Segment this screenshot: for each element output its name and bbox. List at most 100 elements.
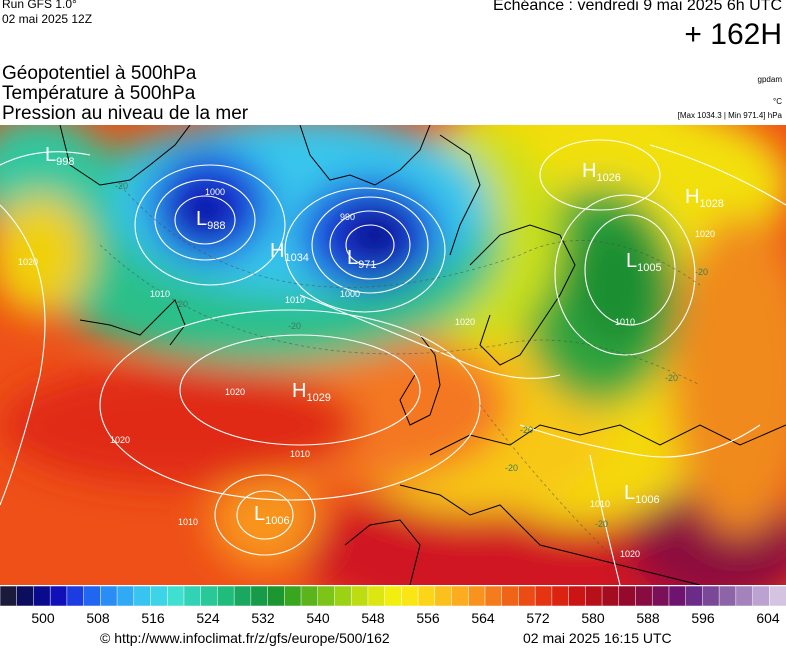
- isobar-northwest: [0, 151, 91, 166]
- legend-swatch: [317, 586, 336, 606]
- isobar-label: 990: [340, 212, 355, 222]
- legend-swatch: [350, 586, 369, 606]
- forecast-time: Echéance : vendredi 9 mai 2025 6h UTC: [492, 0, 782, 14]
- isobar-label: 1010: [150, 289, 170, 299]
- legend-swatch: [250, 586, 269, 606]
- legend-label: 564: [471, 610, 495, 626]
- title-temperature: Température à 500hPa: [2, 83, 196, 104]
- legend-label: 500: [31, 610, 55, 626]
- legend-swatch: [518, 586, 536, 606]
- run-date: 02 mai 2025 12Z: [2, 12, 93, 26]
- isobar-label: 1020: [18, 257, 38, 267]
- legend-label: 548: [361, 610, 385, 626]
- legend-swatch: [401, 586, 419, 606]
- temperature-lines: [99, 184, 701, 566]
- legend-swatch: [635, 586, 653, 606]
- isobars: [0, 139, 786, 585]
- run-label: Run GFS 1.0°: [2, 0, 77, 11]
- title-pressure: Pression au niveau de la mer: [2, 103, 249, 124]
- warm-core-south: [210, 470, 320, 570]
- legend-label: 540: [306, 610, 330, 626]
- norway-coast: [439, 134, 481, 256]
- legend-swatch: [284, 586, 302, 606]
- legend-label: 532: [251, 610, 275, 626]
- legend-swatch: [451, 586, 469, 606]
- isobar-high-1026: [539, 139, 661, 211]
- legend-swatch: [501, 586, 520, 606]
- temperature-label: -20: [520, 425, 533, 435]
- legend-swatch: [551, 586, 570, 606]
- isobar-label: 1020: [225, 387, 245, 397]
- navy-core-east: [340, 205, 410, 265]
- isobar-label: 1000: [340, 289, 360, 299]
- legend-swatch: [16, 586, 35, 606]
- legend-swatch: [534, 586, 553, 606]
- europe-coast: [429, 424, 786, 456]
- isobar-low-1005-1: [584, 214, 676, 326]
- legend-swatch: [367, 586, 386, 606]
- legend-swatch: [267, 586, 286, 606]
- isobar-high-1029-1: [179, 334, 421, 446]
- temperature-label: -20: [595, 519, 608, 529]
- legend-swatch: [300, 586, 319, 606]
- temperature-label: -20: [695, 267, 708, 277]
- legend-swatch: [100, 586, 118, 606]
- legend-swatch: [468, 586, 486, 606]
- legend-label: 516: [141, 610, 165, 626]
- isobar-label: 1010: [285, 295, 305, 305]
- isobar-low-988-inner: [174, 195, 236, 245]
- isotherm-1: [119, 184, 701, 288]
- legend-swatch: [668, 586, 687, 606]
- coastlines: [59, 125, 786, 585]
- legend-swatch: [183, 586, 202, 606]
- isobar-low-971-4: [284, 187, 446, 313]
- temperature-labels: -20 -20 -20 -20 -20 -20 -20 -20: [115, 181, 708, 529]
- legend-swatch: [618, 586, 637, 606]
- legend-label: 596: [691, 610, 715, 626]
- isobar-label: 1020: [620, 549, 640, 559]
- legend-swatch: [417, 586, 436, 606]
- isobar-northeast: [649, 144, 786, 206]
- isobar-mediterranean: [519, 424, 761, 458]
- isobar-central-1010: [299, 294, 561, 379]
- lead-time: + 162H: [684, 18, 782, 51]
- color-legend: [0, 586, 786, 606]
- legend-swatch: [484, 586, 503, 606]
- isobar-label: 1020: [695, 229, 715, 239]
- svalbard-coast: [299, 125, 431, 186]
- legend-swatch: [83, 586, 102, 606]
- legend-swatch: [384, 586, 403, 606]
- uk-coast: [399, 334, 441, 426]
- navy-core-west: [175, 182, 235, 238]
- legend-swatch: [568, 586, 587, 606]
- isotherm-2: [99, 244, 701, 386]
- generated-time: 02 mai 2025 16:15 UTC: [523, 630, 672, 646]
- isobar-east-1010: [589, 454, 621, 585]
- legend-swatch: [702, 586, 720, 606]
- yellow-west: [0, 195, 90, 315]
- legend-swatch: [434, 586, 453, 606]
- legend-swatch: [66, 586, 85, 606]
- isobar-low-1006-south-1: [236, 490, 294, 540]
- orange-east: [670, 215, 786, 535]
- legend-swatch: [49, 586, 68, 606]
- isobar-west-1020: [0, 204, 46, 506]
- unit-geopotential: gpdam: [757, 75, 782, 84]
- isobar-low-988-outer: [134, 164, 286, 286]
- mediterranean-coast: [399, 484, 701, 585]
- source-url[interactable]: © http://www.infoclimat.fr/z/gfs/europe/…: [100, 630, 390, 646]
- title-geopotential: Géopotentiel à 500hPa: [2, 63, 197, 84]
- isobar-low-971-2: [329, 210, 411, 280]
- legend-label: 508: [86, 610, 110, 626]
- legend-swatch: [116, 586, 135, 606]
- pressure-range: [Max 1034.3 | Min 971.4] hPa: [677, 111, 782, 120]
- temperature-label: -20: [115, 181, 128, 191]
- legend-swatch: [651, 586, 670, 606]
- legend-swatch: [166, 586, 185, 606]
- temperature-label: -20: [505, 463, 518, 473]
- legend-swatch: [769, 586, 786, 606]
- temperature-label: -20: [288, 321, 301, 331]
- iceland-coast: [79, 299, 186, 346]
- isobar-label: 1020: [110, 435, 130, 445]
- isobar-label: 1010: [615, 317, 635, 327]
